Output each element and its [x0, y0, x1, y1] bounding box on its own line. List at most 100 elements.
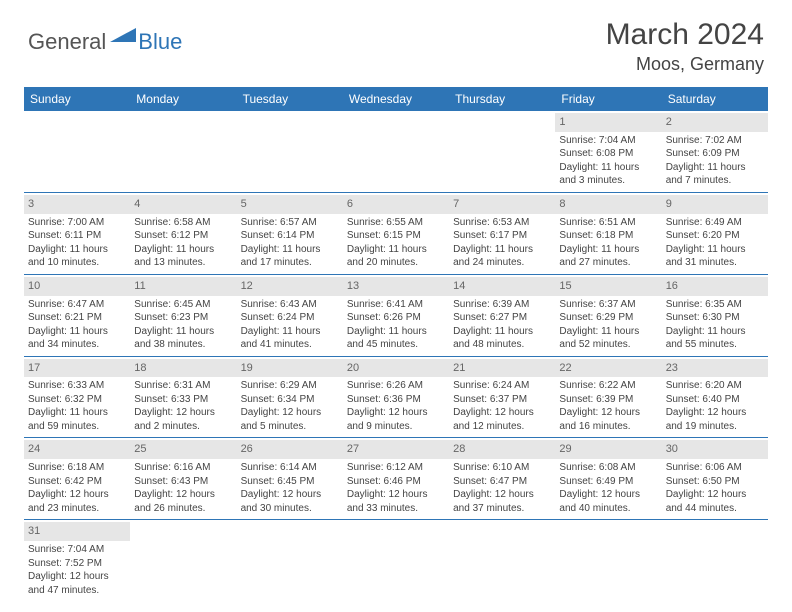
cell-sunrise: Sunrise: 6:53 AM: [453, 216, 551, 230]
day-number: 8: [555, 195, 661, 214]
calendar-row: 1Sunrise: 7:04 AMSunset: 6:08 PMDaylight…: [24, 111, 768, 193]
calendar-cell: 1Sunrise: 7:04 AMSunset: 6:08 PMDaylight…: [555, 111, 661, 192]
cell-dl1: Daylight: 12 hours: [241, 488, 339, 502]
cell-sunrise: Sunrise: 6:08 AM: [559, 461, 657, 475]
calendar-cell: 22Sunrise: 6:22 AMSunset: 6:39 PMDayligh…: [555, 357, 661, 438]
cell-sunrise: Sunrise: 6:39 AM: [453, 298, 551, 312]
cell-dl1: Daylight: 12 hours: [666, 488, 764, 502]
calendar-cell: 14Sunrise: 6:39 AMSunset: 6:27 PMDayligh…: [449, 275, 555, 356]
day-number: 21: [449, 359, 555, 378]
cell-dl1: Daylight: 11 hours: [28, 406, 126, 420]
calendar-cell: 31Sunrise: 7:04 AMSunset: 7:52 PMDayligh…: [24, 520, 130, 601]
logo-text-blue: Blue: [138, 29, 182, 55]
calendar-row: 10Sunrise: 6:47 AMSunset: 6:21 PMDayligh…: [24, 275, 768, 357]
cell-sunrise: Sunrise: 6:47 AM: [28, 298, 126, 312]
cell-sunset: Sunset: 6:09 PM: [666, 147, 764, 161]
day-number: 1: [555, 113, 661, 132]
calendar-cell: 5Sunrise: 6:57 AMSunset: 6:14 PMDaylight…: [237, 193, 343, 274]
cell-sunrise: Sunrise: 6:43 AM: [241, 298, 339, 312]
calendar-cell: 19Sunrise: 6:29 AMSunset: 6:34 PMDayligh…: [237, 357, 343, 438]
cell-sunrise: Sunrise: 6:45 AM: [134, 298, 232, 312]
cell-sunrise: Sunrise: 6:18 AM: [28, 461, 126, 475]
cell-dl2: and 19 minutes.: [666, 420, 764, 434]
weekday-header: Saturday: [662, 87, 768, 111]
day-number: 23: [662, 359, 768, 378]
cell-sunrise: Sunrise: 6:14 AM: [241, 461, 339, 475]
calendar-cell-empty: [130, 520, 236, 601]
cell-sunrise: Sunrise: 6:06 AM: [666, 461, 764, 475]
cell-dl1: Daylight: 12 hours: [453, 488, 551, 502]
cell-sunrise: Sunrise: 6:55 AM: [347, 216, 445, 230]
cell-sunrise: Sunrise: 6:35 AM: [666, 298, 764, 312]
cell-sunset: Sunset: 6:23 PM: [134, 311, 232, 325]
cell-dl1: Daylight: 12 hours: [559, 406, 657, 420]
calendar-cell-empty: [449, 111, 555, 192]
cell-dl2: and 12 minutes.: [453, 420, 551, 434]
cell-dl2: and 24 minutes.: [453, 256, 551, 270]
day-number: 10: [24, 277, 130, 296]
day-number: 22: [555, 359, 661, 378]
calendar-cell: 17Sunrise: 6:33 AMSunset: 6:32 PMDayligh…: [24, 357, 130, 438]
calendar-cell: 26Sunrise: 6:14 AMSunset: 6:45 PMDayligh…: [237, 438, 343, 519]
calendar-cell: 9Sunrise: 6:49 AMSunset: 6:20 PMDaylight…: [662, 193, 768, 274]
cell-dl1: Daylight: 11 hours: [241, 325, 339, 339]
cell-sunset: Sunset: 6:33 PM: [134, 393, 232, 407]
cell-sunset: Sunset: 6:08 PM: [559, 147, 657, 161]
calendar-cell: 18Sunrise: 6:31 AMSunset: 6:33 PMDayligh…: [130, 357, 236, 438]
day-number: 2: [662, 113, 768, 132]
calendar-cell-empty: [449, 520, 555, 601]
cell-dl1: Daylight: 11 hours: [666, 325, 764, 339]
calendar-cell-empty: [24, 111, 130, 192]
cell-dl1: Daylight: 12 hours: [28, 488, 126, 502]
cell-dl2: and 13 minutes.: [134, 256, 232, 270]
cell-sunrise: Sunrise: 6:16 AM: [134, 461, 232, 475]
calendar-row: 17Sunrise: 6:33 AMSunset: 6:32 PMDayligh…: [24, 357, 768, 439]
day-number: 24: [24, 440, 130, 459]
cell-sunset: Sunset: 6:27 PM: [453, 311, 551, 325]
cell-sunset: Sunset: 6:42 PM: [28, 475, 126, 489]
cell-sunset: Sunset: 6:24 PM: [241, 311, 339, 325]
cell-dl2: and 55 minutes.: [666, 338, 764, 352]
cell-sunrise: Sunrise: 6:31 AM: [134, 379, 232, 393]
cell-dl1: Daylight: 11 hours: [28, 243, 126, 257]
weekday-header: Sunday: [24, 87, 130, 111]
calendar-cell: 15Sunrise: 6:37 AMSunset: 6:29 PMDayligh…: [555, 275, 661, 356]
calendar-cell-empty: [343, 520, 449, 601]
cell-dl2: and 10 minutes.: [28, 256, 126, 270]
cell-dl2: and 2 minutes.: [134, 420, 232, 434]
cell-dl1: Daylight: 12 hours: [453, 406, 551, 420]
cell-sunset: Sunset: 6:32 PM: [28, 393, 126, 407]
cell-sunrise: Sunrise: 6:10 AM: [453, 461, 551, 475]
weekday-header: Tuesday: [237, 87, 343, 111]
cell-sunrise: Sunrise: 6:49 AM: [666, 216, 764, 230]
day-number: 6: [343, 195, 449, 214]
cell-sunset: Sunset: 6:49 PM: [559, 475, 657, 489]
calendar: SundayMondayTuesdayWednesdayThursdayFrid…: [24, 87, 768, 601]
cell-sunset: Sunset: 6:17 PM: [453, 229, 551, 243]
cell-dl1: Daylight: 12 hours: [347, 488, 445, 502]
calendar-cell: 27Sunrise: 6:12 AMSunset: 6:46 PMDayligh…: [343, 438, 449, 519]
day-number: 18: [130, 359, 236, 378]
cell-dl1: Daylight: 11 hours: [559, 243, 657, 257]
cell-sunset: Sunset: 6:14 PM: [241, 229, 339, 243]
cell-sunset: Sunset: 6:34 PM: [241, 393, 339, 407]
cell-dl1: Daylight: 11 hours: [134, 243, 232, 257]
day-number: 12: [237, 277, 343, 296]
cell-dl2: and 37 minutes.: [453, 502, 551, 516]
weekday-header: Friday: [555, 87, 661, 111]
cell-sunset: Sunset: 7:52 PM: [28, 557, 126, 571]
cell-dl2: and 3 minutes.: [559, 174, 657, 188]
day-number: 30: [662, 440, 768, 459]
cell-sunset: Sunset: 6:12 PM: [134, 229, 232, 243]
cell-dl2: and 16 minutes.: [559, 420, 657, 434]
day-number: 5: [237, 195, 343, 214]
cell-dl2: and 5 minutes.: [241, 420, 339, 434]
cell-sunset: Sunset: 6:29 PM: [559, 311, 657, 325]
calendar-cell: 30Sunrise: 6:06 AMSunset: 6:50 PMDayligh…: [662, 438, 768, 519]
calendar-cell: 21Sunrise: 6:24 AMSunset: 6:37 PMDayligh…: [449, 357, 555, 438]
cell-dl2: and 23 minutes.: [28, 502, 126, 516]
cell-dl2: and 30 minutes.: [241, 502, 339, 516]
cell-dl2: and 33 minutes.: [347, 502, 445, 516]
cell-sunset: Sunset: 6:37 PM: [453, 393, 551, 407]
cell-dl1: Daylight: 11 hours: [347, 325, 445, 339]
